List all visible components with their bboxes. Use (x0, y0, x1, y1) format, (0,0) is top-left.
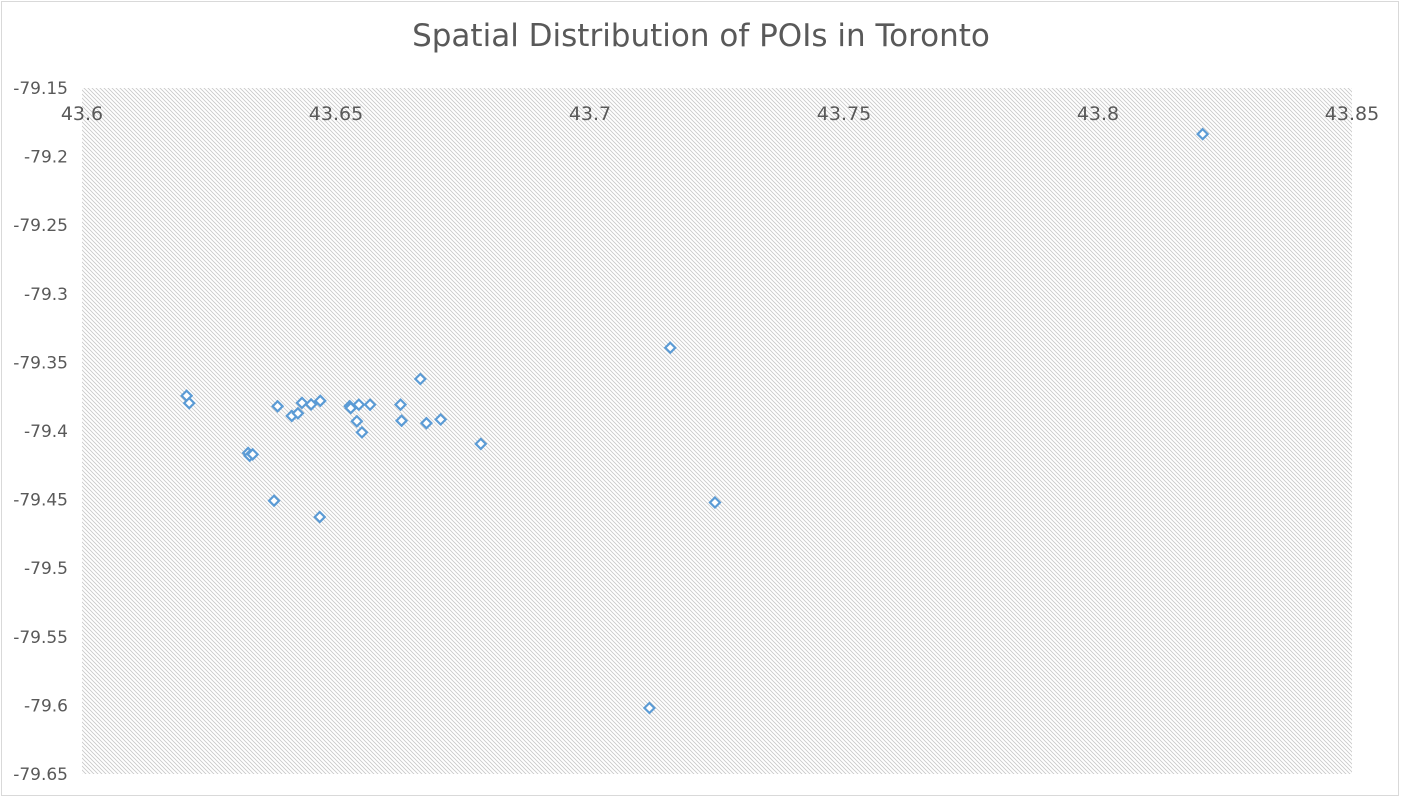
data-point (344, 401, 358, 415)
plot-area (82, 88, 1352, 774)
y-tick-label: -79.4 (24, 422, 68, 442)
data-point (394, 414, 409, 428)
data-point (350, 414, 364, 428)
data-point (434, 412, 448, 427)
data-point (663, 341, 677, 355)
data-point (393, 398, 408, 412)
data-point (708, 495, 722, 510)
y-axis: -79.15 -79.2 -79.25 -79.3 -79.35 -79.4 -79.45 -… (13, 79, 68, 785)
data-point (642, 701, 656, 715)
data-point (313, 394, 327, 408)
data-point (419, 416, 433, 430)
x-axis: 43.6 43.65 43.7 43.75 43.8 43.85 (61, 103, 1379, 125)
data-point (291, 406, 305, 420)
y-tick-label: -79.45 (13, 491, 68, 511)
y-tick-label: -79.15 (13, 79, 68, 99)
data-point (271, 399, 285, 413)
data-point (1196, 127, 1210, 141)
x-tick-label: 43.75 (817, 103, 871, 125)
y-tick-label: -79.6 (24, 696, 68, 716)
data-point (295, 396, 309, 410)
y-tick-label: -79.35 (13, 353, 68, 373)
y-tick-label: -79.2 (24, 148, 68, 168)
data-point (267, 494, 281, 508)
data-point (182, 396, 196, 410)
data-point (352, 398, 366, 412)
x-tick-label: 43.7 (569, 103, 611, 125)
y-tick-label: -79.55 (13, 628, 68, 648)
data-point (474, 437, 488, 451)
y-tick-label: -79.3 (24, 285, 68, 305)
data-point (355, 425, 369, 439)
x-tick-label: 43.6 (61, 103, 103, 125)
data-point (304, 397, 318, 411)
y-tick-label: -79.5 (24, 559, 68, 579)
y-tick-label: -79.25 (13, 216, 68, 236)
chart-title: Spatial Distribution of POIs in Toronto (412, 18, 990, 54)
data-point (313, 510, 327, 524)
data-point (246, 447, 260, 461)
y-tick-label: -79.65 (13, 765, 68, 785)
x-tick-label: 43.65 (309, 103, 363, 125)
x-tick-label: 43.85 (1325, 103, 1379, 125)
x-tick-label: 43.8 (1077, 103, 1119, 125)
data-point (413, 372, 427, 386)
data-series (180, 127, 1210, 715)
data-point (363, 398, 377, 412)
